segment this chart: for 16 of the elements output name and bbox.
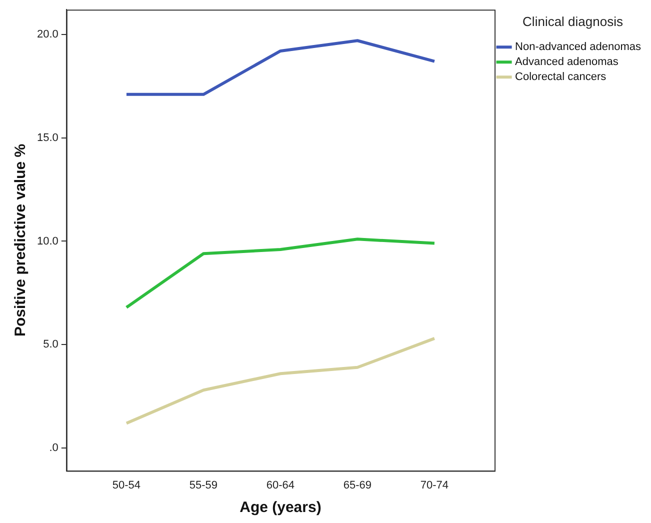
legend-label: Advanced adenomas <box>515 56 619 68</box>
x-tick-label: 70-74 <box>420 479 449 492</box>
x-tick-label: 60-64 <box>266 479 295 492</box>
x-tick-label: 50-54 <box>112 479 141 492</box>
y-tick-label: 5.0 <box>43 338 58 351</box>
y-tick-label: 15.0 <box>36 132 58 144</box>
x-tick-label: 65-69 <box>343 479 372 492</box>
legend-title: Clinical diagnosis <box>522 14 624 30</box>
y-tick-label: 20.0 <box>36 28 58 40</box>
legend-label: Colorectal cancers <box>515 71 607 84</box>
y-tick-label: 10.0 <box>36 235 58 248</box>
x-tick-label: 55-59 <box>189 479 218 492</box>
x-axis-title: Age (years) <box>240 499 322 516</box>
legend-label: Non-advanced adenomas <box>515 41 642 54</box>
y-tick-label: .0 <box>49 442 58 454</box>
y-axis-title: Positive predictive value % <box>12 144 30 336</box>
